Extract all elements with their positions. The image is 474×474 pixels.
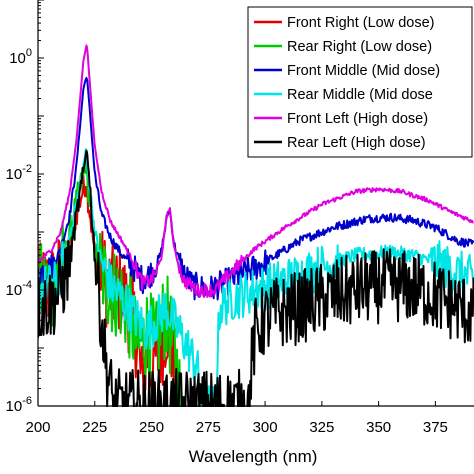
legend-box xyxy=(247,6,473,158)
x-tick-label: 375 xyxy=(423,419,448,436)
series-layer xyxy=(38,44,474,407)
x-tick-label: 325 xyxy=(309,419,334,436)
legend-label: Rear Middle (Mid dose xyxy=(287,87,433,103)
x-tick-label: 200 xyxy=(25,419,50,436)
series-line-3 xyxy=(38,76,474,301)
series-line-4 xyxy=(38,148,474,407)
y-tick-label: 10-6 xyxy=(6,395,32,415)
y-tick-label: 100 xyxy=(9,47,32,67)
legend-label: Rear Right (Low dose) xyxy=(287,39,432,55)
legend-label: Rear Left (High dose) xyxy=(287,135,426,151)
y-tick-label: 10-4 xyxy=(6,279,32,299)
x-tick-label: 350 xyxy=(366,419,391,436)
legend-label: Front Left (High dose) xyxy=(287,111,428,127)
series-line-5 xyxy=(38,44,474,298)
series-line-6 xyxy=(38,149,474,407)
axes: 200 225 250 275 300 325 350 375 10-6 10-4 10-2 100 xyxy=(6,0,474,436)
legend-label: Front Right (Low dose) xyxy=(287,15,434,31)
x-tick-label: 250 xyxy=(139,419,164,436)
x-tick-label: 225 xyxy=(82,419,107,436)
x-axis-title: Wavelength (nm) xyxy=(189,447,318,466)
legend-label: Front Middle (Mid dose) xyxy=(287,63,440,79)
x-tick-label: 300 xyxy=(253,419,278,436)
legend: Front Right (Low dose) Rear Right (Low do… xyxy=(247,6,473,158)
x-tick-label: 275 xyxy=(196,419,221,436)
y-tick-label: 10-2 xyxy=(6,163,32,183)
